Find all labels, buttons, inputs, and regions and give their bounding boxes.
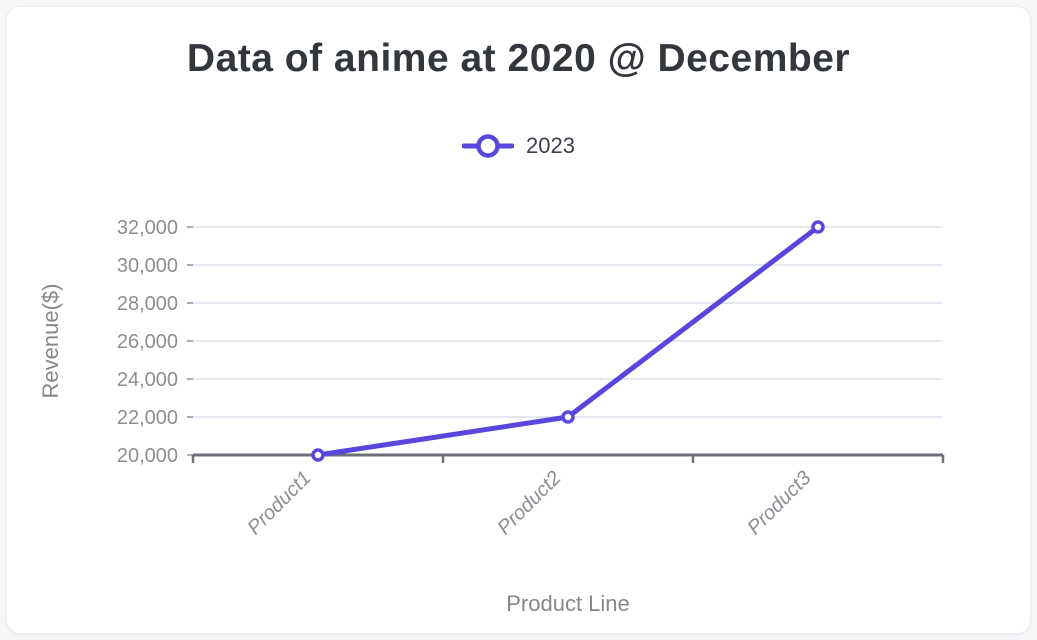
chart-card: Data of anime at 2020 @ December 2023 [6,6,1031,634]
legend: 2023 [7,133,1030,159]
legend-item[interactable]: 2023 [462,133,575,159]
legend-item-label: 2023 [526,133,575,158]
legend-marker-icon [462,134,515,158]
chart-title: Data of anime at 2020 @ December [186,37,851,80]
